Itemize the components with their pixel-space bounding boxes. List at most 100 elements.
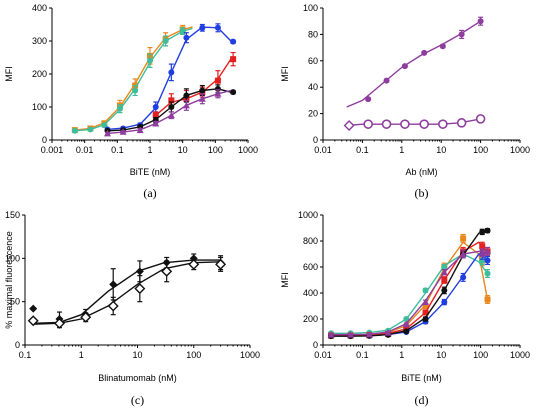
panel-label: (b): [415, 186, 429, 200]
data-point: [403, 328, 410, 335]
y-tick-label: 400: [32, 3, 47, 13]
series: [27, 256, 227, 329]
y-tick-label: 100: [32, 102, 47, 112]
series: [346, 114, 486, 129]
data-point: [403, 316, 410, 322]
y-tick-label: 100: [5, 253, 20, 263]
data-point: [458, 31, 465, 38]
data-point: [230, 89, 237, 96]
y-tick-label: 20: [308, 109, 318, 119]
data-point: [422, 298, 430, 306]
x-tick-label: 0.1: [356, 145, 369, 155]
data-point: [183, 92, 190, 99]
y-tick-label: 0: [313, 340, 318, 350]
x-tick-label: 10: [132, 350, 142, 360]
series: [328, 249, 491, 337]
data-point: [401, 63, 408, 70]
y-axis-title: MFI: [4, 66, 14, 82]
series: [103, 89, 232, 137]
data-point: [215, 258, 227, 270]
data-point: [441, 277, 448, 283]
data-point: [419, 119, 429, 129]
data-point: [383, 77, 390, 84]
fit-curve: [331, 229, 488, 337]
panel-a: 0.001 0.01 0.1 1 10 100 1000 0 100 200 300 400 BiTE …: [4, 3, 258, 200]
x-tick-label: 0.001: [41, 145, 64, 155]
x-tick-label: 0.01: [314, 145, 332, 155]
panel-d: 0.01 0.1 1 10 100 1000 0 200 400 600 800 1000 BiTE (…: [280, 210, 530, 407]
data-point: [327, 331, 335, 338]
data-point: [479, 228, 486, 235]
data-point: [422, 287, 429, 294]
data-point: [199, 24, 206, 31]
x-tick-label: 0.01: [314, 350, 332, 360]
data-point: [168, 69, 175, 76]
data-point: [402, 320, 410, 328]
series: [71, 27, 193, 134]
data-point: [422, 316, 429, 322]
y-tick-label: 100: [303, 3, 318, 13]
y-tick-label: 0: [15, 340, 20, 350]
data-point: [477, 18, 484, 25]
data-point: [484, 247, 492, 255]
fit-curve: [33, 261, 221, 325]
data-point: [343, 119, 355, 131]
data-point: [460, 235, 467, 242]
data-point: [103, 129, 111, 137]
data-point: [478, 249, 486, 256]
y-tick-label: 150: [5, 210, 20, 220]
data-point: [484, 227, 491, 234]
data-point: [188, 258, 200, 270]
data-point: [109, 280, 118, 289]
data-point: [363, 119, 373, 129]
data-point: [400, 119, 410, 129]
data-point: [71, 127, 78, 134]
data-point: [479, 243, 486, 250]
data-point: [152, 120, 160, 127]
data-point: [168, 104, 175, 110]
data-point: [161, 265, 173, 277]
panel-label: (a): [143, 186, 156, 200]
data-point: [230, 38, 237, 45]
y-tick-label: 60: [308, 56, 318, 66]
y-tick-label: 80: [308, 29, 318, 39]
fit-curve: [107, 26, 232, 131]
data-point: [214, 90, 222, 97]
x-tick-label: 1000: [240, 350, 260, 360]
y-tick-label: 200: [32, 69, 47, 79]
data-point: [459, 250, 467, 257]
data-point: [347, 331, 355, 338]
x-tick-label: 1000: [238, 145, 258, 155]
x-tick-label: 1: [399, 145, 404, 155]
data-point: [152, 104, 159, 110]
fit-curve: [331, 253, 489, 334]
x-axis-title: Blinatumomab (nM): [98, 373, 177, 383]
data-point: [116, 105, 123, 112]
data-point: [475, 114, 486, 124]
data-point: [162, 38, 169, 44]
data-point: [484, 257, 491, 264]
y-tick-label: 50: [10, 297, 20, 307]
data-point: [230, 56, 237, 63]
data-point: [29, 304, 38, 313]
data-point: [134, 283, 146, 295]
data-point: [422, 303, 429, 309]
x-tick-label: 0.01: [76, 145, 94, 155]
x-tick-label: 1000: [510, 350, 530, 360]
data-point: [439, 43, 446, 50]
data-point: [136, 126, 144, 134]
x-tick-label: 100: [473, 145, 488, 155]
x-tick-label: 100: [186, 350, 201, 360]
x-tick-label: 1: [147, 145, 152, 155]
panel-label: (d): [415, 393, 429, 407]
data-point: [440, 268, 448, 276]
y-tick-label: 600: [303, 262, 318, 272]
y-tick-label: 400: [303, 288, 318, 298]
x-tick-label: 0.1: [19, 350, 32, 360]
data-point: [441, 287, 448, 294]
y-axis-title: % maximal fluorescence: [4, 231, 14, 329]
data-point: [80, 311, 92, 323]
y-tick-label: 0: [42, 135, 47, 145]
data-point: [384, 329, 392, 336]
fit-curve: [331, 253, 488, 337]
